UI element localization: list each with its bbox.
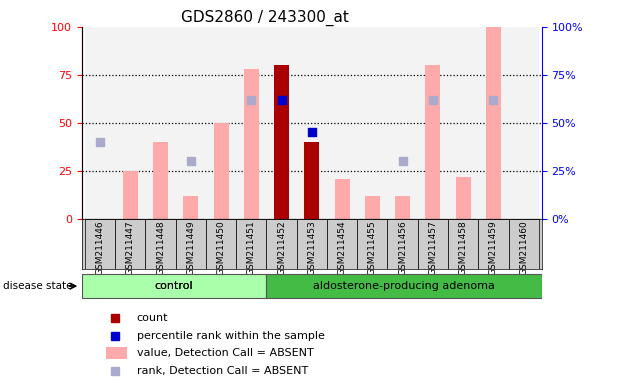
Bar (304, 142, 319, 219)
Bar (153, 142, 168, 219)
Bar (327, 219, 357, 269)
Point (277, 97, 287, 103)
Point (246, 97, 256, 103)
Text: GSM211448: GSM211448 (156, 220, 165, 275)
Bar (244, 69, 259, 219)
Bar (486, 27, 501, 219)
Text: control: control (155, 281, 193, 291)
Text: GSM211456: GSM211456 (398, 220, 407, 275)
Bar (425, 65, 440, 219)
Bar (176, 219, 206, 269)
Bar (508, 27, 539, 219)
Bar (418, 219, 448, 269)
Bar (236, 219, 266, 269)
Bar (214, 123, 229, 219)
Bar (335, 179, 350, 219)
Bar (327, 27, 357, 219)
Text: GSM211457: GSM211457 (428, 220, 437, 275)
Text: aldosterone-producing adenoma: aldosterone-producing adenoma (313, 281, 495, 291)
Point (307, 129, 317, 136)
Bar (395, 196, 410, 219)
Text: GSM211454: GSM211454 (338, 220, 346, 275)
Bar (266, 27, 297, 219)
Bar (297, 27, 327, 219)
Bar (418, 27, 448, 219)
Bar (387, 27, 418, 219)
Bar (478, 219, 508, 269)
Text: GSM211455: GSM211455 (368, 220, 377, 275)
Bar (183, 196, 198, 219)
Bar (478, 27, 508, 219)
Bar (387, 219, 418, 269)
Text: value, Detection Call = ABSENT: value, Detection Call = ABSENT (137, 348, 314, 358)
Bar (115, 27, 146, 219)
Bar (357, 27, 387, 219)
Bar (448, 27, 478, 219)
Text: disease state: disease state (3, 281, 73, 291)
Bar (82, 274, 266, 298)
Text: GSM211451: GSM211451 (247, 220, 256, 275)
Text: GSM211452: GSM211452 (277, 220, 286, 275)
Bar (357, 219, 387, 269)
Bar (266, 274, 542, 298)
Bar (176, 27, 206, 219)
Text: GSM211458: GSM211458 (459, 220, 467, 275)
Bar (455, 177, 471, 219)
Point (488, 97, 498, 103)
Text: GSM211460: GSM211460 (519, 220, 528, 275)
Bar (206, 219, 236, 269)
Text: rank, Detection Call = ABSENT: rank, Detection Call = ABSENT (137, 366, 308, 376)
Bar (297, 219, 327, 269)
Bar (123, 171, 138, 219)
Bar (236, 27, 266, 219)
Text: GSM211459: GSM211459 (489, 220, 498, 275)
Point (186, 158, 196, 164)
Text: count: count (137, 313, 168, 323)
Bar (115, 219, 146, 269)
Text: control: control (155, 281, 193, 291)
Bar (508, 219, 539, 269)
Bar (266, 219, 297, 269)
Point (398, 158, 408, 164)
Bar (274, 65, 289, 219)
Text: GSM211446: GSM211446 (96, 220, 105, 275)
Bar (106, 347, 127, 359)
Bar (365, 196, 380, 219)
Text: GSM211450: GSM211450 (217, 220, 226, 275)
Point (95, 139, 105, 145)
Bar (448, 219, 478, 269)
Point (428, 97, 438, 103)
Bar (206, 27, 236, 219)
Bar (146, 219, 176, 269)
Bar (85, 219, 115, 269)
Text: GSM211447: GSM211447 (126, 220, 135, 275)
Bar (146, 27, 176, 219)
Text: GSM211453: GSM211453 (307, 220, 316, 275)
Text: GSM211449: GSM211449 (186, 220, 195, 275)
Text: percentile rank within the sample: percentile rank within the sample (137, 331, 324, 341)
Bar (85, 27, 115, 219)
Text: GDS2860 / 243300_at: GDS2860 / 243300_at (181, 10, 348, 26)
